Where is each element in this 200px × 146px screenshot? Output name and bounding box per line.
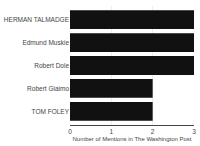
svg-text:Robert Giaimo: Robert Giaimo xyxy=(27,85,69,92)
svg-text:1: 1 xyxy=(110,128,114,135)
svg-text:Number of Mentions in The Wash: Number of Mentions in The Washington Pos… xyxy=(72,136,191,142)
svg-text:Edmund Muskie: Edmund Muskie xyxy=(22,39,69,46)
svg-text:HERMAN TALMADGE: HERMAN TALMADGE xyxy=(4,16,70,23)
svg-text:3: 3 xyxy=(192,128,196,135)
svg-text:TOM FOLEY: TOM FOLEY xyxy=(32,108,70,115)
svg-text:0: 0 xyxy=(68,128,72,135)
svg-text:2: 2 xyxy=(151,128,155,135)
svg-text:Robert Dole: Robert Dole xyxy=(34,62,69,69)
